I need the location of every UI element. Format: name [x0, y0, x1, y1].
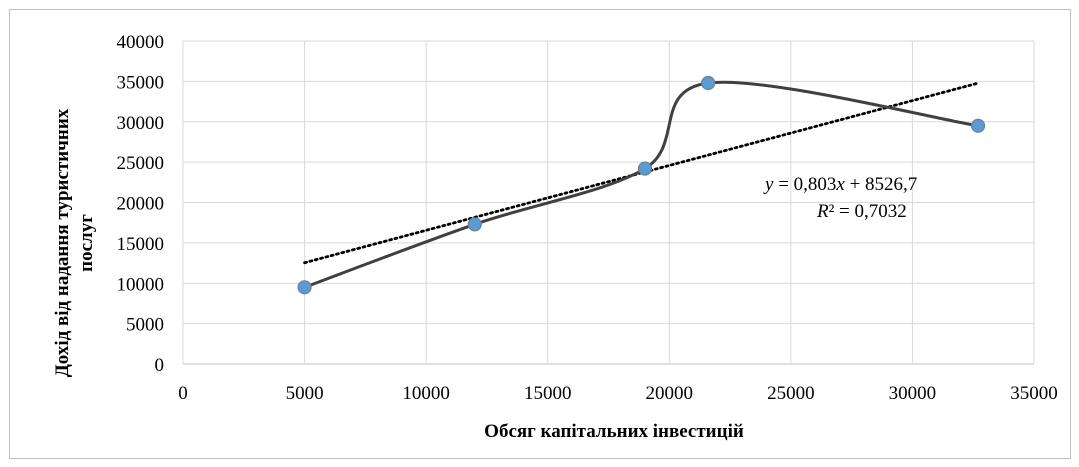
chart-area [9, 9, 1071, 459]
gridlines [182, 40, 1035, 365]
x-tick-label: 10000 [402, 383, 450, 404]
data-point [701, 75, 716, 91]
y-tick-label: 30000 [117, 113, 165, 134]
equation-intercept: + 8526,7 [845, 174, 917, 195]
y-tick-label: 40000 [117, 32, 165, 53]
data-point [297, 280, 312, 295]
x-tick-label: 30000 [889, 383, 937, 404]
y-axis-title-line2: послуг [76, 214, 97, 272]
equation-y: y [763, 174, 774, 195]
y-tick-label: 5000 [126, 315, 164, 336]
y-tick-label: 10000 [117, 274, 165, 295]
y-tick-label: 0 [155, 355, 165, 376]
y-tick-labels: 0 5000 10000 15000 20000 25000 30000 35000 40000 [117, 32, 165, 376]
y-axis-title: Дохід від надання туристичних послуг [52, 108, 97, 377]
data-point [467, 217, 482, 232]
y-tick-label: 35000 [117, 72, 165, 93]
x-tick-label: 20000 [646, 383, 694, 404]
data-point [637, 161, 653, 176]
y-tick-label: 20000 [117, 194, 165, 215]
x-tick-labels: 0 5000 10000 15000 20000 25000 30000 35000 [178, 383, 1058, 404]
trendline-equation: y = 0,803x + 8526,7 [763, 174, 917, 195]
x-axis-title: Обсяг капітальних інвестицій [484, 421, 744, 442]
r-squared-label: R² = 0,7032 [816, 201, 907, 222]
x-tick-label: 25000 [767, 383, 815, 404]
equation-coefficient: = 0,803 [773, 174, 836, 195]
y-axis-title-line1: Дохід від надання туристичних [52, 108, 73, 377]
data-point [970, 118, 986, 133]
r-squared-r: R [816, 201, 829, 222]
x-tick-label: 5000 [286, 383, 324, 404]
equation-x: x [835, 174, 845, 195]
x-tick-label: 15000 [524, 383, 572, 404]
markers-group [297, 75, 986, 295]
x-tick-label: 0 [178, 383, 188, 404]
y-tick-label: 15000 [117, 234, 165, 255]
y-tick-label: 25000 [117, 153, 165, 174]
r-squared-value: ² = 0,7032 [829, 201, 907, 222]
x-tick-label: 35000 [1010, 383, 1058, 404]
